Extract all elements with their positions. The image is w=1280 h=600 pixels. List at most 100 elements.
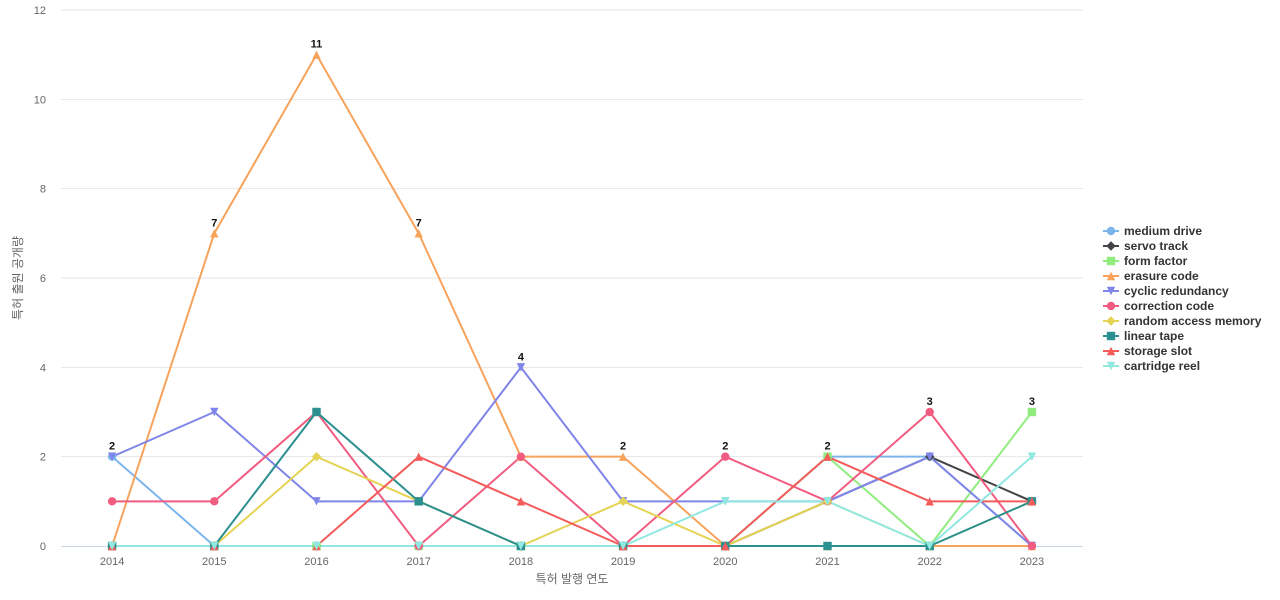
legend-label: linear tape xyxy=(1124,329,1184,343)
legend-item: medium drive xyxy=(1103,224,1202,238)
data-point-linear-tape xyxy=(312,407,321,417)
data-label: 2 xyxy=(824,441,830,453)
y-tick-label: 10 xyxy=(34,94,46,106)
legend-item: correction code xyxy=(1103,299,1214,313)
series-line-cartridge-reel xyxy=(112,455,1033,547)
legend-label: storage slot xyxy=(1124,344,1192,358)
y-tick-label: 8 xyxy=(40,184,46,196)
legend-item: random access memory xyxy=(1103,314,1262,328)
legend-symbol xyxy=(1106,226,1116,236)
data-point-cartridge-reel xyxy=(516,541,526,551)
data-point-cartridge-reel xyxy=(312,541,321,551)
legend-label: correction code xyxy=(1124,299,1214,313)
series-markers xyxy=(107,50,1037,551)
legend-symbol xyxy=(1106,271,1116,281)
data-point-erasure-code xyxy=(414,229,423,238)
x-tick-label: 2022 xyxy=(917,556,941,568)
data-point-storage-slot xyxy=(414,452,423,461)
data-point-erasure-code xyxy=(210,229,219,238)
data-point-linear-tape xyxy=(414,497,423,506)
data-point-correction-code xyxy=(721,452,730,461)
data-point-cartridge-reel xyxy=(107,541,117,551)
data-point-storage-slot xyxy=(516,497,526,506)
legend-symbol xyxy=(1106,331,1116,341)
legend-item: servo track xyxy=(1103,239,1188,253)
legend-symbol xyxy=(1106,286,1116,296)
data-point-cartridge-reel xyxy=(618,541,628,551)
data-point-storage-slot xyxy=(721,541,730,551)
x-axis-title: 특허 발행 연도 xyxy=(536,571,609,586)
y-tick-label: 6 xyxy=(40,273,46,285)
data-label: 2 xyxy=(722,441,728,453)
data-point-cartridge-reel xyxy=(1027,452,1037,461)
data-point-cyclic-redundancy xyxy=(925,452,934,461)
data-point-cyclic-redundancy xyxy=(516,363,526,372)
legend-item: storage slot xyxy=(1103,344,1192,358)
data-point-storage-slot xyxy=(1027,497,1037,506)
data-point-cyclic-redundancy xyxy=(210,407,219,417)
legend-symbol xyxy=(1106,316,1116,326)
data-point-random-access-memory xyxy=(618,496,628,507)
x-tick-label: 2014 xyxy=(100,556,124,568)
legend-symbol xyxy=(1106,256,1116,266)
x-tick-label: 2016 xyxy=(304,556,328,568)
data-point-correction-code xyxy=(1027,541,1037,551)
data-label: 3 xyxy=(1029,396,1035,408)
data-point-linear-tape xyxy=(823,541,832,551)
data-label: 7 xyxy=(211,217,217,229)
series-lines xyxy=(111,53,1033,547)
data-point-cartridge-reel xyxy=(823,497,832,506)
series-line-correction-code xyxy=(112,411,1033,547)
legend-label: random access memory xyxy=(1124,314,1262,328)
legend-item: form factor xyxy=(1103,254,1188,268)
y-axis-ticks: 0 2 4 6 8 10 12 xyxy=(34,5,46,553)
data-point-cyclic-redundancy xyxy=(107,452,117,461)
y-tick-label: 4 xyxy=(40,362,46,374)
data-point-storage-slot xyxy=(925,497,934,506)
data-point-correction-code xyxy=(107,497,117,506)
legend-label: form factor xyxy=(1124,254,1188,268)
data-point-form-factor xyxy=(1027,407,1037,417)
data-point-storage-slot xyxy=(823,452,832,461)
series-line-linear-tape xyxy=(112,411,1033,547)
series-line-form-factor xyxy=(112,411,1033,547)
data-label: 7 xyxy=(416,217,422,229)
legend-label: medium drive xyxy=(1124,224,1202,238)
data-point-cartridge-reel xyxy=(414,541,423,551)
data-point-correction-code xyxy=(516,452,526,461)
legend-symbol xyxy=(1106,301,1116,311)
legend-label: erasure code xyxy=(1124,269,1199,283)
data-point-erasure-code xyxy=(618,452,628,461)
data-point-erasure-code xyxy=(312,50,321,59)
legend-label: cyclic redundancy xyxy=(1124,284,1229,298)
legend-item: erasure code xyxy=(1103,269,1199,283)
data-point-correction-code xyxy=(210,497,219,506)
data-label: 3 xyxy=(927,396,933,408)
legend-symbol xyxy=(1106,346,1116,356)
y-tick-label: 2 xyxy=(40,452,46,464)
data-point-cyclic-redundancy xyxy=(312,497,321,506)
x-tick-label: 2021 xyxy=(815,556,839,568)
data-label: 2 xyxy=(620,441,626,453)
data-point-cartridge-reel xyxy=(210,541,219,551)
y-axis-title: 특허 출원 공개량 xyxy=(11,236,25,320)
data-label: 4 xyxy=(518,351,525,363)
legend-label: servo track xyxy=(1124,239,1188,253)
data-point-cartridge-reel xyxy=(721,497,730,506)
x-tick-label: 2020 xyxy=(713,556,737,568)
legend-item: linear tape xyxy=(1103,329,1184,343)
x-axis-ticks: 2014 2015 2016 2017 2018 2019 2020 2021 2022 2023 xyxy=(100,556,1044,568)
data-point-correction-code xyxy=(925,407,934,417)
y-tick-label: 0 xyxy=(40,541,46,553)
x-tick-label: 2015 xyxy=(202,556,226,568)
legend-symbol xyxy=(1106,241,1116,251)
data-point-random-access-memory xyxy=(311,451,322,462)
x-tick-label: 2018 xyxy=(509,556,533,568)
data-label: 11 xyxy=(311,39,323,51)
x-tick-label: 2019 xyxy=(611,556,635,568)
data-labels: 2 7 11 7 4 2 2 2 3 3 xyxy=(109,39,1035,453)
legend-label: cartridge reel xyxy=(1124,359,1200,373)
legend-item: cartridge reel xyxy=(1103,359,1200,373)
